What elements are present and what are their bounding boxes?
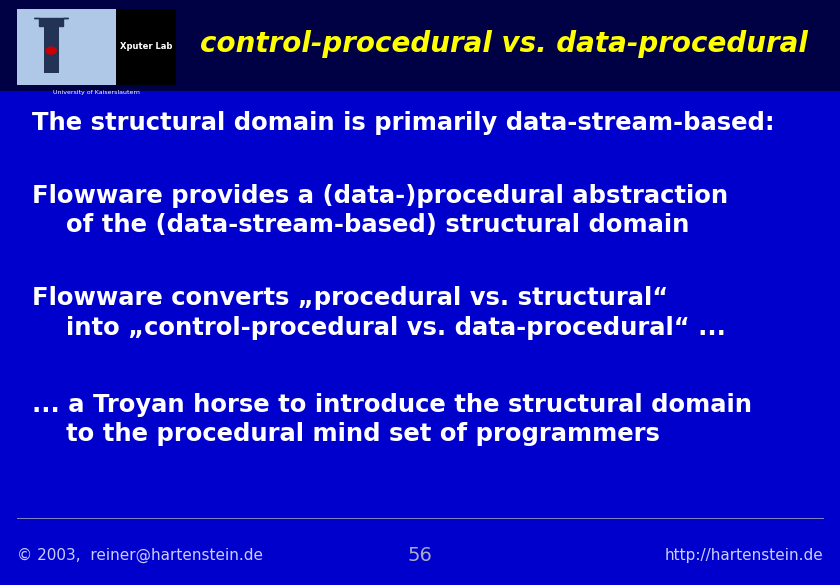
Bar	[116, 9, 176, 85]
FancyArrow shape	[34, 18, 68, 26]
Text: 56: 56	[407, 546, 433, 565]
Text: © 2003,  reiner@hartenstein.de: © 2003, reiner@hartenstein.de	[17, 548, 263, 563]
Text: http://hartenstein.de: http://hartenstein.de	[664, 548, 823, 563]
Bar	[0, 0, 840, 91]
Text: University of Kaiserslautern: University of Kaiserslautern	[53, 90, 140, 95]
Bar	[17, 9, 116, 85]
Text: ... a Troyan horse to introduce the structural domain: ... a Troyan horse to introduce the stru…	[32, 393, 752, 417]
Text: Flowware provides a (data-)procedural abstraction: Flowware provides a (data-)procedural ab…	[32, 184, 728, 208]
Text: Flowware converts „procedural vs. structural“: Flowware converts „procedural vs. struct…	[32, 286, 668, 311]
Bar	[44, 24, 59, 74]
Text: into „control-procedural vs. data-procedural“ ...: into „control-procedural vs. data-proced…	[32, 315, 726, 340]
Text: control-procedural vs. data-procedural: control-procedural vs. data-procedural	[200, 29, 808, 57]
Circle shape	[46, 47, 56, 54]
Text: The structural domain is primarily data-stream-based:: The structural domain is primarily data-…	[32, 111, 774, 135]
Text: to the procedural mind set of programmers: to the procedural mind set of programmer…	[32, 422, 659, 446]
Text: of the (data-stream-based) structural domain: of the (data-stream-based) structural do…	[32, 213, 690, 238]
Text: Xputer Lab: Xputer Lab	[120, 42, 172, 51]
